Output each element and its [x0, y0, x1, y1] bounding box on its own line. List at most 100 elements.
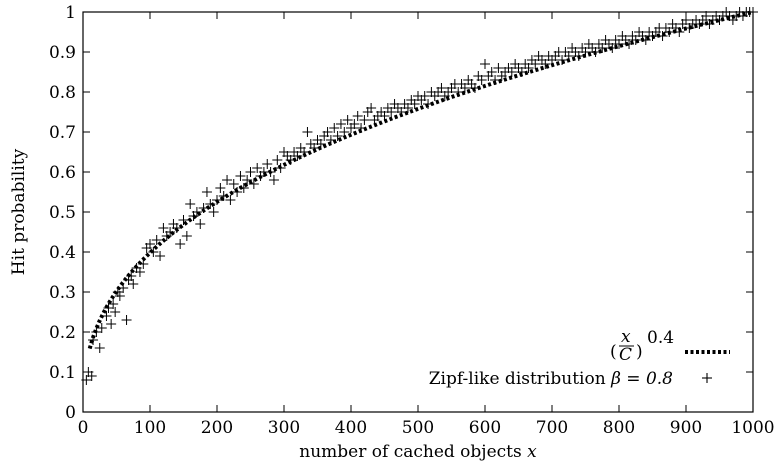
data-point [469, 83, 480, 93]
data-point [218, 191, 229, 201]
data-point [329, 123, 340, 133]
data-point [262, 159, 273, 169]
y-tick-label: 0 [65, 403, 76, 423]
data-point [121, 315, 132, 325]
data-point [222, 175, 233, 185]
data-point [624, 39, 635, 49]
legend-numerator: x [621, 327, 631, 347]
legend-open-paren: ( [610, 342, 617, 362]
data-point [557, 55, 568, 65]
legend-zipf-label: Zipf-like distribution β = 0.8 [429, 369, 673, 389]
data-point [114, 291, 125, 301]
data-point [138, 259, 149, 269]
data-point [349, 119, 360, 129]
data-point [198, 203, 209, 213]
data-point [302, 127, 313, 137]
data-point [580, 47, 591, 57]
data-point [248, 179, 259, 189]
data-point [523, 63, 534, 73]
data-point [265, 167, 276, 177]
data-point [332, 131, 343, 141]
data-point [134, 267, 145, 277]
x-tick-label: 300 [268, 418, 300, 438]
data-point [359, 115, 370, 125]
data-point [657, 31, 668, 41]
series-power-curve [87, 10, 754, 350]
y-tick-label: 0.1 [49, 363, 76, 383]
data-point [366, 103, 377, 113]
data-point [171, 223, 182, 233]
data-point [459, 83, 470, 93]
data-point [453, 87, 464, 97]
data-point [118, 283, 129, 293]
data-point [235, 171, 246, 181]
data-point [590, 47, 601, 57]
data-point [614, 39, 624, 49]
data-point [573, 51, 584, 61]
x-tick-label: 800 [603, 418, 635, 438]
data-point [607, 43, 618, 53]
data-point [379, 111, 390, 121]
data-point [285, 155, 296, 165]
data-point [339, 127, 350, 137]
data-point [205, 199, 216, 209]
data-point [245, 167, 256, 177]
data-point [151, 235, 162, 245]
data-point [86, 371, 97, 381]
data-point [81, 375, 92, 385]
data-point [299, 147, 310, 157]
legend: ( x C ) 0.4 Zipf-like distribution β = 0… [429, 327, 730, 389]
power-curve-line [87, 10, 754, 350]
data-point [103, 303, 114, 313]
y-axis-ticks: 0 0.1 0.2 0.3 0.4 0.5 0.6 0.7 0.8 0.9 1 [49, 3, 753, 423]
data-point [88, 335, 99, 345]
x-axis-label: number of cached objects x [299, 442, 537, 462]
x-tick-label: 700 [536, 418, 568, 438]
data-point [563, 51, 574, 61]
y-axis-label: Hit probability [9, 148, 29, 275]
data-point [101, 311, 112, 321]
y-tick-label: 0.5 [49, 203, 76, 223]
x-tick-label: 400 [335, 418, 367, 438]
data-point [185, 199, 196, 209]
legend-close-paren: ) [636, 342, 643, 362]
y-tick-label: 0.8 [49, 83, 76, 103]
data-point [238, 183, 249, 193]
x-tick-label: 200 [201, 418, 233, 438]
data-point [96, 323, 107, 333]
x-axis-label-var: x [527, 442, 537, 462]
x-tick-label: 500 [402, 418, 434, 438]
legend-denominator: C [619, 345, 632, 365]
data-point [268, 175, 279, 185]
data-point [195, 219, 206, 229]
y-tick-label: 0.2 [49, 323, 76, 343]
data-point [272, 155, 283, 165]
legend-entry-zipf: Zipf-like distribution β = 0.8 [429, 369, 712, 389]
data-point [325, 135, 336, 145]
data-point [175, 239, 186, 249]
data-point [386, 107, 397, 117]
data-point [232, 187, 243, 197]
data-point [322, 127, 333, 137]
data-point [228, 179, 239, 189]
data-point [490, 75, 501, 85]
data-point [681, 15, 691, 25]
data-point [208, 207, 219, 217]
data-point [94, 343, 105, 353]
data-point [664, 27, 675, 37]
data-point [252, 163, 263, 173]
data-point [91, 327, 102, 337]
data-point [126, 271, 137, 281]
data-point [396, 107, 407, 117]
legend-exponent: 0.4 [647, 328, 674, 348]
data-point [315, 139, 326, 149]
data-point [674, 27, 685, 37]
y-tick-label: 0.3 [49, 283, 76, 303]
data-point [335, 119, 346, 129]
data-point [352, 111, 363, 121]
data-point [215, 183, 226, 193]
legend-swatch-plus [702, 373, 712, 383]
data-point [748, 7, 758, 17]
data-point [701, 11, 712, 21]
